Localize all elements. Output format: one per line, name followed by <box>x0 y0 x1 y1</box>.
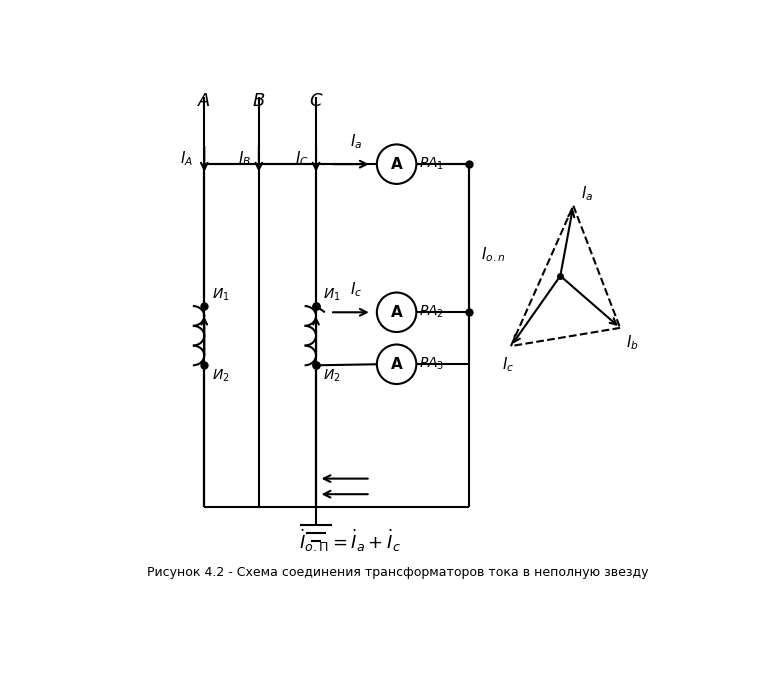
Text: $A$: $A$ <box>198 92 212 109</box>
Text: А: А <box>390 305 402 320</box>
Text: $И_1$: $И_1$ <box>212 287 229 304</box>
Text: $РА_1$: $РА_1$ <box>419 156 444 172</box>
Text: $I_C$: $I_C$ <box>295 150 309 168</box>
Text: $РА_3$: $РА_3$ <box>419 356 445 373</box>
Text: $I_a$: $I_a$ <box>350 132 362 151</box>
Text: $\dot{I}_{o.\Pi} = \dot{I}_a + \dot{I}_c$: $\dot{I}_{o.\Pi} = \dot{I}_a + \dot{I}_c… <box>299 528 401 554</box>
Circle shape <box>377 144 416 184</box>
Circle shape <box>377 344 416 384</box>
Text: $И_2$: $И_2$ <box>212 368 229 384</box>
Circle shape <box>377 292 416 332</box>
Text: А: А <box>390 357 402 372</box>
Text: Рисунок 4.2 - Схема соединения трансформаторов тока в неполную звезду: Рисунок 4.2 - Схема соединения трансформ… <box>147 566 648 578</box>
Text: $I_c$: $I_c$ <box>350 281 362 299</box>
Text: $I_{o.n}$: $I_{o.n}$ <box>481 246 506 265</box>
Text: $I_b$: $I_b$ <box>626 333 639 352</box>
Text: А: А <box>390 157 402 171</box>
Text: $C$: $C$ <box>309 92 323 109</box>
Text: $B$: $B$ <box>252 92 266 109</box>
Text: $И_1$: $И_1$ <box>323 287 341 304</box>
Text: $РА_2$: $РА_2$ <box>419 304 444 321</box>
Text: $I_a$: $I_a$ <box>581 184 593 203</box>
Text: $I_B$: $I_B$ <box>238 150 252 168</box>
Text: $I_A$: $I_A$ <box>180 150 193 168</box>
Text: $И_2$: $И_2$ <box>323 368 341 384</box>
Text: $I_c$: $I_c$ <box>503 356 514 374</box>
